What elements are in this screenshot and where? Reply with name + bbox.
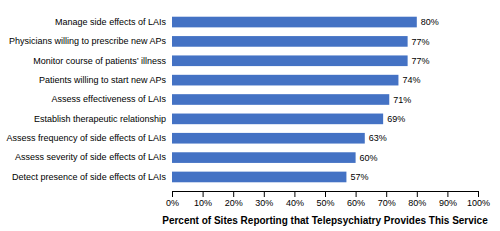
x-tick-mark: [203, 191, 204, 197]
x-tick: 90%: [439, 191, 457, 208]
x-tick-mark: [264, 191, 265, 197]
bar: [172, 75, 398, 86]
y-tick-label: Assess frequency of side effects of LAIs: [7, 133, 167, 143]
x-tick-label: 30%: [255, 198, 273, 208]
x-tick-label: 0%: [166, 198, 179, 208]
x-axis-line: [173, 192, 479, 198]
data-label: 57%: [350, 172, 368, 182]
x-tick-label: 80%: [408, 198, 426, 208]
x-tick-label: 20%: [225, 198, 243, 208]
y-tick: Manage side effects of LAIs: [55, 17, 166, 27]
x-tick-mark: [172, 191, 173, 197]
y-tick: Monitor course of patients’ illness: [33, 56, 166, 66]
data-label: 77%: [412, 56, 430, 66]
y-tick: Establish therapeutic relationship: [34, 114, 166, 124]
y-tick-label: Detect presence of side effects of LAIs: [12, 172, 166, 182]
plot-area: 0% 10% 20% 30% 40% 50% 60% 70% 80% 90% 100% Detect …: [7, 17, 490, 209]
data-label: 71%: [393, 95, 411, 105]
data-label: 80%: [421, 17, 439, 27]
x-tick: 80%: [408, 191, 426, 208]
x-tick: 20%: [225, 191, 243, 208]
bars: [172, 17, 417, 183]
data-label: 60%: [360, 153, 378, 163]
x-tick-mark: [233, 191, 234, 197]
x-tick-mark: [325, 191, 326, 197]
bar: [172, 94, 389, 105]
x-tick: 40%: [286, 191, 304, 208]
chart-container: 0% 10% 20% 30% 40% 50% 60% 70% 80% 90% 100% Detect …: [0, 0, 500, 231]
y-tick-label: Establish therapeutic relationship: [34, 114, 166, 124]
y-tick: Detect presence of side effects of LAIs: [12, 172, 166, 182]
y-tick-label: Physicians willing to prescribe new APs: [9, 36, 167, 46]
x-tick-label: 10%: [194, 198, 212, 208]
y-tick-label: Manage side effects of LAIs: [55, 17, 166, 27]
data-labels: 57% 60% 63%69% 71% 74% 77% 77% 80%: [350, 17, 438, 182]
y-tick: Patients willing to start new APs: [39, 75, 167, 85]
y-tick: Assess effectiveness of LAIs: [52, 94, 167, 104]
x-tick: 0%: [166, 191, 179, 208]
data-label: 63%: [369, 133, 387, 143]
x-tick: 10%: [194, 191, 212, 208]
x-tick-label: 60%: [347, 198, 365, 208]
y-tick: Physicians willing to prescribe new APs: [9, 36, 167, 46]
bar: [172, 172, 346, 183]
x-tick-mark: [356, 191, 357, 197]
y-tick-label: Assess severity of side effects of LAIs: [15, 152, 166, 162]
y-tick-label: Monitor course of patients’ illness: [33, 56, 166, 66]
x-tick-mark: [294, 191, 295, 197]
bar: [172, 17, 417, 28]
y-tick-label: Patients willing to start new APs: [39, 75, 167, 85]
data-label: 77%: [412, 37, 430, 47]
bar: [172, 152, 356, 163]
bar: [172, 55, 408, 66]
x-tick-label: 70%: [378, 198, 396, 208]
x-tick: 70%: [378, 191, 396, 208]
x-tick: 100%: [467, 191, 490, 208]
x-tick: 30%: [255, 191, 273, 208]
x-tick-label: 40%: [286, 198, 304, 208]
bar: [172, 133, 365, 144]
x-tick-label: 50%: [316, 198, 334, 208]
y-tick: Assess severity of side effects of LAIs: [15, 152, 166, 162]
data-label: 74%: [402, 75, 420, 85]
x-axis: 0% 10% 20% 30% 40% 50% 60% 70% 80% 90% 100%: [166, 191, 490, 208]
x-tick: 50%: [316, 191, 334, 208]
x-tick-mark: [417, 191, 418, 197]
x-tick-mark: [386, 191, 387, 197]
x-axis-title: Percent of Sites Reporting that Telepsyc…: [162, 215, 488, 226]
y-tick-label: Assess effectiveness of LAIs: [52, 94, 167, 104]
x-tick: 60%: [347, 191, 365, 208]
y-tick: Assess frequency of side effects of LAIs: [7, 133, 167, 143]
chart-svg: 0% 10% 20% 30% 40% 50% 60% 70% 80% 90% 100% Detect …: [0, 0, 500, 231]
x-tick-label: 90%: [439, 198, 457, 208]
bar: [172, 36, 408, 47]
y-axis: Detect presence of side effects of LAIs A…: [7, 17, 167, 182]
x-tick-label: 100%: [467, 198, 490, 208]
x-tick-mark: [478, 191, 479, 197]
data-label: 69%: [387, 114, 405, 124]
x-tick-mark: [447, 191, 448, 197]
bar: [172, 114, 383, 125]
